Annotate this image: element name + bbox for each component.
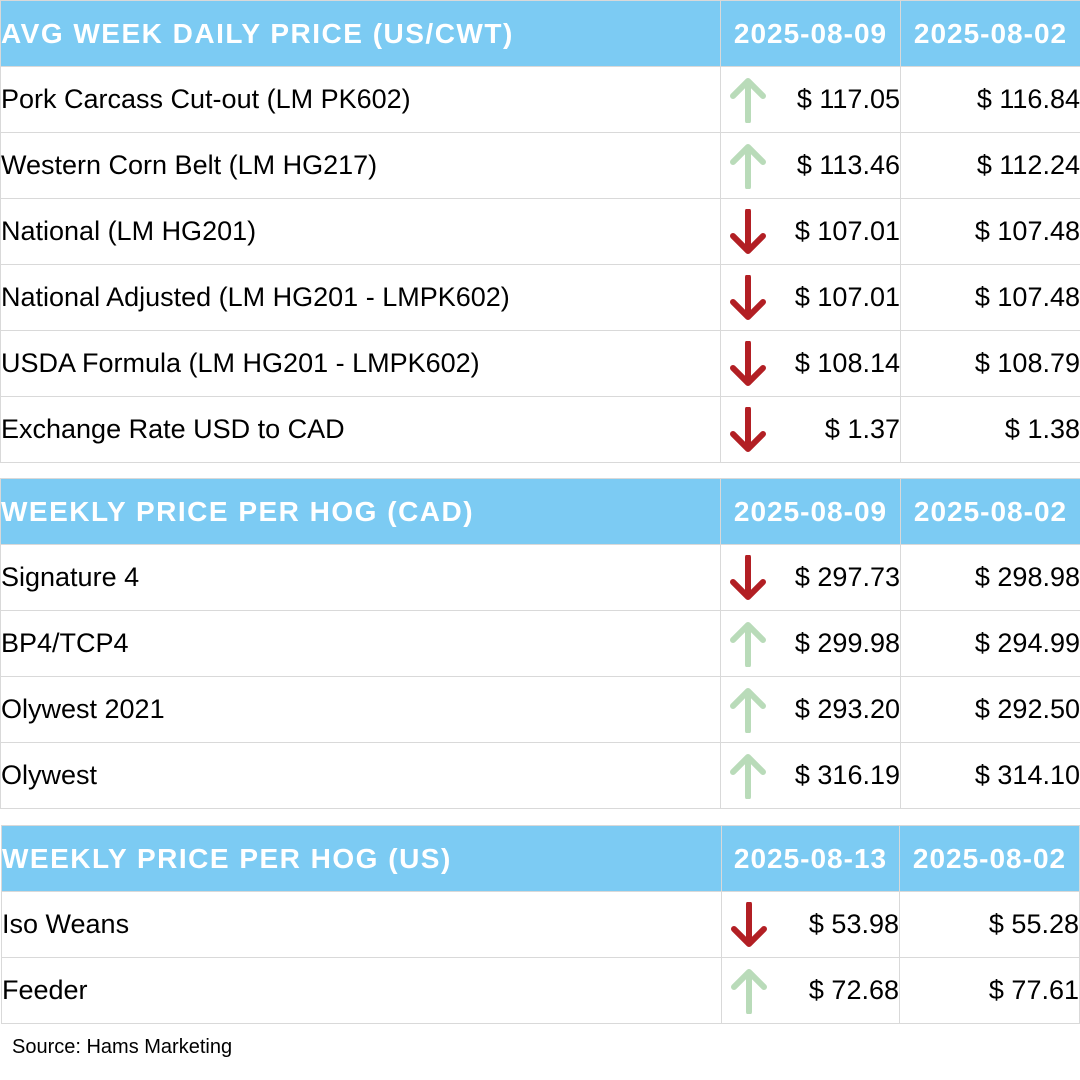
table-row: National (LM HG201) $ 107.01 $ 107.48 xyxy=(0,198,1080,265)
current-date-header: 2025-08-09 xyxy=(720,0,901,67)
arrow-up-icon xyxy=(729,753,767,800)
current-price: $ 117.05 xyxy=(796,84,900,114)
row-label: Pork Carcass Cut-out (LM PK602) xyxy=(0,66,721,133)
previous-price: $ 314.10 xyxy=(900,742,1080,809)
row-label: BP4/TCP4 xyxy=(0,610,721,677)
previous-price: $ 1.38 xyxy=(900,396,1080,463)
row-label: Olywest xyxy=(0,742,721,809)
current-price: $ 316.19 xyxy=(794,760,900,790)
row-label: Signature 4 xyxy=(0,544,721,611)
table-title: WEEKLY PRICE PER HOG (CAD) xyxy=(0,478,721,545)
table-row: Western Corn Belt (LM HG217) $ 113.46 $ … xyxy=(0,132,1080,199)
previous-date-header: 2025-08-02 xyxy=(900,0,1080,67)
arrow-up-icon xyxy=(729,687,767,734)
row-label: Exchange Rate USD to CAD xyxy=(0,396,721,463)
current-price-cell: $ 53.98 xyxy=(721,891,900,958)
current-price: $ 107.01 xyxy=(794,216,900,246)
row-label: National Adjusted (LM HG201 - LMPK602) xyxy=(0,264,721,331)
previous-date-header: 2025-08-02 xyxy=(900,478,1080,545)
table-row: Pork Carcass Cut-out (LM PK602) $ 117.05… xyxy=(0,66,1080,133)
current-price-cell: $ 107.01 xyxy=(720,264,901,331)
row-label: Western Corn Belt (LM HG217) xyxy=(0,132,721,199)
current-price: $ 293.20 xyxy=(794,694,900,724)
row-label: Feeder xyxy=(1,957,722,1024)
table-row: Olywest $ 316.19 $ 314.10 xyxy=(0,742,1080,809)
previous-price: $ 107.48 xyxy=(900,198,1080,265)
table-title: AVG WEEK DAILY PRICE (US/CWT) xyxy=(0,0,721,67)
table-row: Iso Weans $ 53.98 $ 55.28 xyxy=(1,891,1080,958)
current-price: $ 107.01 xyxy=(794,282,900,312)
arrow-down-icon xyxy=(729,208,767,255)
previous-price: $ 294.99 xyxy=(900,610,1080,677)
arrow-up-icon xyxy=(729,77,767,124)
table-row: USDA Formula (LM HG201 - LMPK602) $ 108.… xyxy=(0,330,1080,397)
arrow-down-icon xyxy=(730,901,768,948)
current-date-header: 2025-08-13 xyxy=(721,825,900,892)
current-price: $ 1.37 xyxy=(824,414,900,444)
table-header-row: WEEKLY PRICE PER HOG (US) 2025-08-13 202… xyxy=(1,825,1080,892)
current-price-cell: $ 299.98 xyxy=(720,610,901,677)
row-label: Iso Weans xyxy=(1,891,722,958)
table-header-row: AVG WEEK DAILY PRICE (US/CWT) 2025-08-09… xyxy=(0,0,1080,67)
previous-price: $ 292.50 xyxy=(900,676,1080,743)
current-price-cell: $ 293.20 xyxy=(720,676,901,743)
current-price: $ 108.14 xyxy=(794,348,900,378)
previous-price: $ 116.84 xyxy=(900,66,1080,133)
previous-date-header: 2025-08-02 xyxy=(899,825,1080,892)
table-row: Exchange Rate USD to CAD $ 1.37 $ 1.38 xyxy=(0,396,1080,463)
table-row: BP4/TCP4 $ 299.98 $ 294.99 xyxy=(0,610,1080,677)
current-price-cell: $ 117.05 xyxy=(720,66,901,133)
arrow-down-icon xyxy=(729,554,767,601)
arrow-down-icon xyxy=(729,274,767,321)
weekly-price-per-hog-us-table: WEEKLY PRICE PER HOG (US) 2025-08-13 202… xyxy=(1,825,1080,1024)
avg-week-daily-price-table: AVG WEEK DAILY PRICE (US/CWT) 2025-08-09… xyxy=(0,0,1080,463)
current-price: $ 113.46 xyxy=(796,150,900,180)
previous-price: $ 108.79 xyxy=(900,330,1080,397)
table-title: WEEKLY PRICE PER HOG (US) xyxy=(1,825,722,892)
current-price: $ 53.98 xyxy=(808,909,899,939)
table-header-row: WEEKLY PRICE PER HOG (CAD) 2025-08-09 20… xyxy=(0,478,1080,545)
current-price-cell: $ 113.46 xyxy=(720,132,901,199)
table-row: National Adjusted (LM HG201 - LMPK602) $… xyxy=(0,264,1080,331)
current-price: $ 299.98 xyxy=(794,628,900,658)
current-price-cell: $ 1.37 xyxy=(720,396,901,463)
source-note: Source: Hams Marketing xyxy=(12,1036,233,1058)
current-price-cell: $ 72.68 xyxy=(721,957,900,1024)
table-row: Olywest 2021 $ 293.20 $ 292.50 xyxy=(0,676,1080,743)
previous-price: $ 77.61 xyxy=(899,957,1080,1024)
current-price-cell: $ 316.19 xyxy=(720,742,901,809)
row-label: Olywest 2021 xyxy=(0,676,721,743)
weekly-price-per-hog-cad-table: WEEKLY PRICE PER HOG (CAD) 2025-08-09 20… xyxy=(0,478,1080,809)
table-row: Signature 4 $ 297.73 $ 298.98 xyxy=(0,544,1080,611)
row-label: USDA Formula (LM HG201 - LMPK602) xyxy=(0,330,721,397)
arrow-up-icon xyxy=(729,621,767,668)
current-price-cell: $ 297.73 xyxy=(720,544,901,611)
previous-price: $ 55.28 xyxy=(899,891,1080,958)
table-row: Feeder $ 72.68 $ 77.61 xyxy=(1,957,1080,1024)
previous-price: $ 107.48 xyxy=(900,264,1080,331)
arrow-up-icon xyxy=(729,143,767,190)
previous-price: $ 298.98 xyxy=(900,544,1080,611)
previous-price: $ 112.24 xyxy=(900,132,1080,199)
row-label: National (LM HG201) xyxy=(0,198,721,265)
current-price: $ 72.68 xyxy=(808,975,899,1005)
current-date-header: 2025-08-09 xyxy=(720,478,901,545)
arrow-down-icon xyxy=(729,340,767,387)
current-price-cell: $ 107.01 xyxy=(720,198,901,265)
current-price: $ 297.73 xyxy=(794,562,900,592)
arrow-down-icon xyxy=(729,406,767,453)
arrow-up-icon xyxy=(730,968,768,1015)
current-price-cell: $ 108.14 xyxy=(720,330,901,397)
